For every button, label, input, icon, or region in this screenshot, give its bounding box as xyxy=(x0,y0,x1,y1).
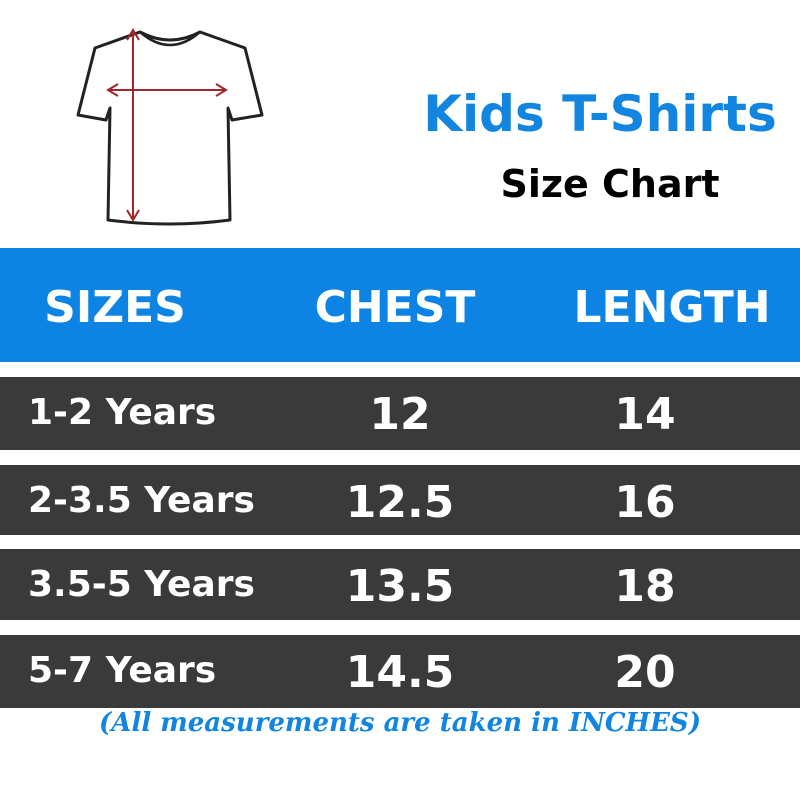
title: Kids T-Shirts xyxy=(423,85,777,143)
value-cell: 14.5 xyxy=(345,647,455,698)
tshirt-illustration xyxy=(76,28,264,226)
size-cell: 1-2 Years xyxy=(28,392,217,433)
value-cell: 20 xyxy=(614,647,676,698)
size-cell: 3.5-5 Years xyxy=(28,564,255,605)
table-row xyxy=(0,465,800,535)
value-cell: 12.5 xyxy=(345,477,455,528)
column-header: CHEST xyxy=(314,282,476,333)
size-cell: 2-3.5 Years xyxy=(28,480,255,521)
value-cell: 12 xyxy=(369,389,431,440)
subtitle: Size Chart xyxy=(500,162,720,206)
value-cell: 14 xyxy=(614,389,676,440)
table-row xyxy=(0,635,800,708)
column-header: LENGTH xyxy=(573,282,771,333)
value-cell: 18 xyxy=(614,561,676,612)
value-cell: 16 xyxy=(614,477,676,528)
footnote: (All measurements are taken in INCHES) xyxy=(98,708,702,738)
table-row xyxy=(0,549,800,620)
value-cell: 13.5 xyxy=(345,561,455,612)
header-band xyxy=(0,248,800,362)
table-row xyxy=(0,377,800,450)
column-header: SIZES xyxy=(44,282,186,333)
size-cell: 5-7 Years xyxy=(28,650,217,691)
